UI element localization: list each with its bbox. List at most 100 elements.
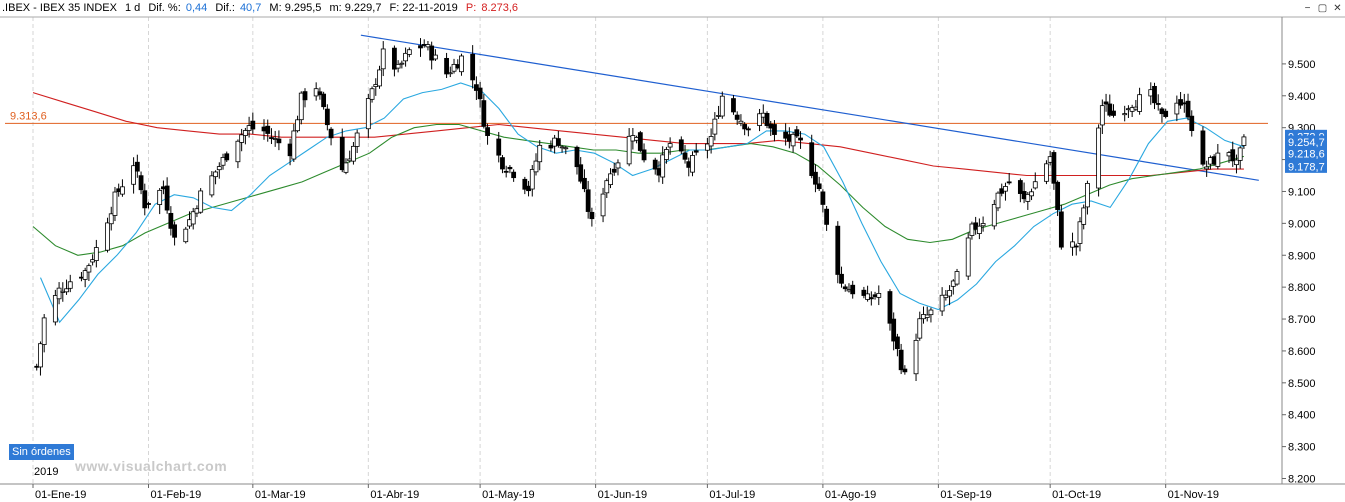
x-tick-label: 01-Oct-19 [1052, 489, 1101, 501]
moving-averages [32, 82, 1245, 324]
candle-body [503, 170, 509, 173]
candle-body [772, 124, 777, 135]
price-tag [1285, 147, 1327, 161]
candle-body [406, 49, 412, 55]
candle-body [548, 144, 554, 149]
candle-body [365, 98, 371, 130]
candle-body [369, 88, 375, 100]
candle-body [626, 135, 632, 165]
candle-body [418, 45, 423, 49]
candlesticks [34, 38, 1247, 382]
year-label: 2019 [34, 466, 59, 478]
candle-body [1204, 166, 1210, 170]
x-tick-label: 01-Nov-19 [1168, 489, 1219, 501]
candle-body [704, 143, 710, 151]
minimize-button[interactable]: − [1304, 3, 1311, 14]
price-tags: 9.272,99.254,79.218,69.178,7 [1285, 129, 1327, 173]
candle-body [321, 93, 327, 108]
watermark: www.visualchart.com [75, 458, 228, 474]
level-line-label: 9.313,6 [10, 110, 47, 122]
candle-body [1241, 136, 1247, 146]
y-tick-label: 8.300 [1288, 442, 1316, 454]
price-tag-label: 9.254,7 [1288, 137, 1325, 149]
candle-body [861, 289, 867, 296]
candle-body [917, 318, 923, 339]
y-tick-label: 8.800 [1288, 282, 1316, 294]
horizontal-level-line[interactable]: 9.313,6 [5, 110, 1268, 124]
candle-body [1081, 207, 1087, 225]
candle-body [559, 146, 565, 149]
candle-body [1073, 245, 1079, 248]
candle-body [582, 177, 587, 190]
candle-body [537, 144, 543, 163]
price-tag-label: 9.178,7 [1288, 161, 1325, 173]
close-button[interactable]: ✕ [1333, 3, 1342, 14]
y-tick-label: 9.100 [1288, 186, 1316, 198]
candle-body [239, 134, 245, 143]
candle-body [473, 84, 479, 91]
dif-label: Dif.: [215, 2, 235, 14]
candle-body [895, 336, 900, 350]
candle-body [809, 142, 815, 176]
candle-body [1185, 100, 1191, 118]
candle-body [991, 204, 997, 227]
x-tick-label: 01-Ago-19 [825, 489, 876, 501]
candle-body [134, 161, 140, 172]
y-tick-label: 8.500 [1288, 378, 1316, 390]
y-tick-label: 8.200 [1288, 474, 1316, 486]
candle-body [522, 178, 528, 190]
chart-header: .IBEX - IBEX 35 INDEX 1 d Dif. %: 0,44 D… [2, 1, 523, 16]
candle-body [1200, 130, 1206, 165]
candle-body [738, 120, 744, 124]
sma-mid-line [32, 123, 1245, 256]
candle-body [1178, 99, 1183, 106]
candle-body [1155, 103, 1161, 105]
candle-body [377, 69, 382, 87]
candle-body [52, 295, 58, 323]
candle-body [1003, 186, 1008, 192]
candle-body [67, 281, 73, 289]
x-tick-label: 01-May-19 [482, 489, 535, 501]
candle-body [995, 192, 1001, 209]
dif-pct-label: Dif. %: [148, 2, 181, 14]
candle-body [641, 149, 647, 161]
candle-body [850, 284, 856, 295]
candle-body [693, 150, 699, 153]
candle-body [719, 95, 725, 117]
candle-body [108, 213, 114, 225]
maximize-button[interactable]: ▢ [1317, 3, 1328, 14]
candle-body [637, 132, 643, 151]
candle-body [220, 157, 226, 166]
status-badge[interactable]: Sin órdenes [9, 444, 74, 460]
candle-body [235, 140, 241, 163]
candle-body [1111, 110, 1116, 116]
candle-body [533, 160, 539, 173]
grid [32, 17, 1167, 484]
candle-body [392, 47, 397, 70]
candle-body [216, 166, 222, 171]
price-tag [1285, 135, 1327, 149]
candle-body [842, 286, 848, 290]
candle-body [146, 203, 151, 205]
candle-body [470, 53, 476, 81]
candle-body [447, 72, 453, 75]
candle-body [745, 128, 751, 131]
candle-body [790, 133, 796, 147]
candle-body [354, 132, 360, 147]
trend-line[interactable] [360, 34, 1259, 181]
price-value: 8.273,6 [481, 2, 519, 14]
candle-body [876, 292, 882, 298]
candle-body [131, 165, 136, 185]
candle-body [891, 318, 897, 342]
y-tick-label: 9.500 [1288, 59, 1316, 71]
candle-body [555, 138, 561, 146]
candle-body [839, 273, 844, 284]
candle-body [511, 171, 517, 179]
candle-body [1055, 181, 1061, 210]
candle-body [1017, 180, 1023, 194]
candle-body [1051, 152, 1057, 184]
candle-body [64, 288, 69, 293]
candle-body [496, 138, 502, 156]
candle-body [1029, 191, 1034, 197]
